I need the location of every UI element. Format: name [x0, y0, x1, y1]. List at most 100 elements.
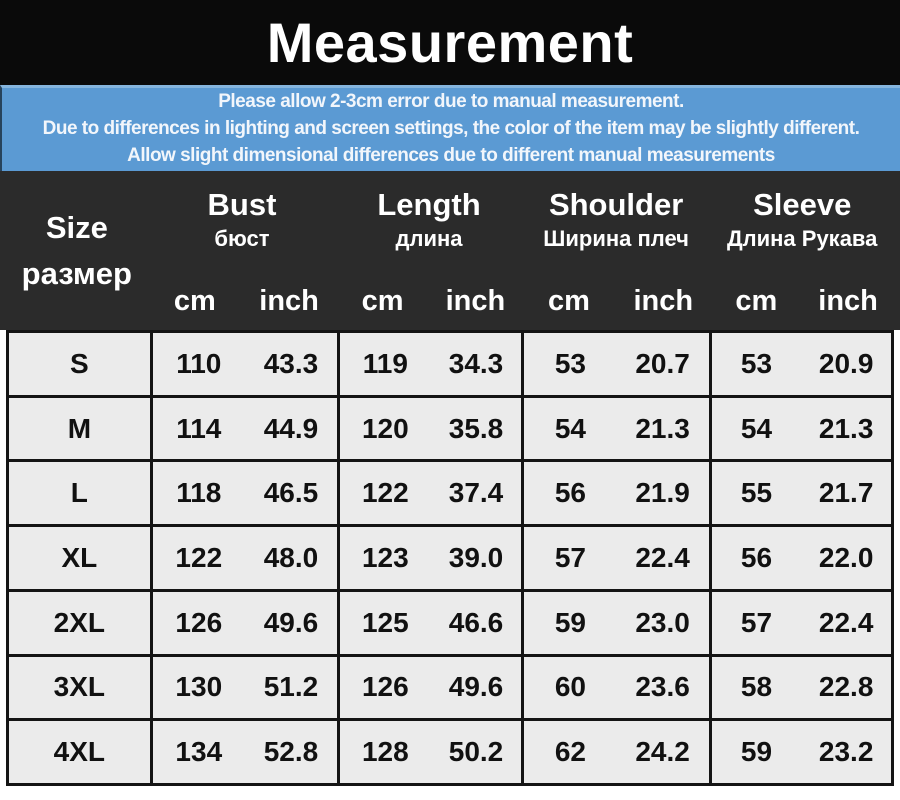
- inch-value: 50.2: [448, 736, 504, 768]
- measurement-cell: 58 22.8: [708, 656, 891, 719]
- column-header-sublabel: длина: [395, 226, 463, 252]
- column-header-label: Bust: [207, 187, 277, 222]
- size-cell: 3XL: [53, 671, 106, 703]
- page-title: Measurement: [266, 11, 634, 74]
- column-header-shoulder: Shoulder Ширина плеч cm inch: [522, 171, 711, 330]
- measurement-cell: 60 23.6: [521, 656, 708, 719]
- measurement-cell: 53 20.7: [521, 333, 708, 395]
- cm-value: 54: [554, 412, 586, 444]
- table-row: M 114 44.9 120 35.8 54 21.3 54 21.3: [9, 394, 891, 460]
- measurement-cell: 122 48.0: [149, 527, 337, 589]
- inch-value: 22.0: [818, 542, 874, 574]
- inch-value: 52.8: [263, 736, 319, 768]
- cm-value: 56: [740, 542, 773, 574]
- cm-value: 57: [554, 542, 586, 574]
- cm-value: 53: [740, 347, 773, 379]
- measurement-cell: 59 23.2: [708, 721, 891, 784]
- inch-value: 20.7: [635, 347, 690, 379]
- measurement-cell: 110 43.3: [149, 333, 337, 395]
- column-header-sleeve: Sleeve Длина Рукава cm inch: [710, 171, 894, 330]
- cm-value: 60: [554, 671, 586, 703]
- inch-value: 21.3: [635, 412, 690, 444]
- inch-value: 22.4: [818, 606, 874, 638]
- inch-value: 22.8: [818, 671, 874, 703]
- inch-value: 51.2: [263, 671, 319, 703]
- cm-value: 123: [361, 542, 409, 574]
- inch-value: 43.3: [263, 347, 319, 379]
- cm-value: 125: [361, 606, 409, 638]
- column-header-label: Shoulder: [548, 187, 684, 222]
- cm-value: 122: [361, 477, 409, 509]
- title-bar: Measurement: [0, 0, 900, 85]
- table-row: L 118 46.5 122 37.4 56 21.9 55 21.7: [9, 459, 891, 525]
- cm-value: 53: [554, 347, 586, 379]
- inch-value: 46.6: [448, 606, 504, 638]
- size-cell: 4XL: [53, 736, 106, 768]
- measurement-cell: 130 51.2: [149, 656, 337, 719]
- table-header: Size размер Bust бюст cm inch Length дли…: [0, 171, 900, 330]
- column-header-label: Size: [45, 209, 108, 245]
- measurement-cell: 118 46.5: [149, 462, 337, 525]
- column-header-size: Size размер: [6, 171, 148, 330]
- size-cell: M: [67, 412, 92, 444]
- unit-cm-label: cm: [735, 285, 778, 317]
- measurement-cell: 126 49.6: [337, 656, 521, 719]
- cm-value: 59: [740, 736, 773, 768]
- unit-cm-label: cm: [361, 285, 404, 317]
- measurement-cell: 56 22.0: [708, 527, 891, 589]
- unit-row: cm inch: [336, 285, 522, 330]
- column-header-label: Length: [377, 187, 481, 222]
- inch-value: 46.5: [263, 477, 319, 509]
- unit-row: cm inch: [710, 285, 894, 330]
- table-row: 2XL 126 49.6 125 46.6 59 23.0 57 22.4: [9, 588, 891, 654]
- measurement-cell: 126 49.6: [149, 591, 337, 654]
- inch-value: 23.0: [635, 606, 690, 638]
- inch-value: 21.3: [818, 412, 874, 444]
- unit-inch-label: inch: [818, 285, 878, 317]
- measurement-cell: 54 21.3: [708, 397, 891, 460]
- measurement-cell: 134 52.8: [149, 721, 337, 784]
- disclaimer-banner: Please allow 2-3cm error due to manual m…: [0, 85, 900, 171]
- measurement-cell: 55 21.7: [708, 462, 891, 525]
- measurement-cell: 128 50.2: [337, 721, 521, 784]
- measurement-cell: 120 35.8: [337, 397, 521, 460]
- column-header-sublabel: Ширина плеч: [543, 226, 689, 252]
- unit-inch-label: inch: [633, 285, 694, 317]
- measurement-cell: 57 22.4: [708, 591, 891, 654]
- cm-value: 54: [740, 412, 773, 444]
- measurement-cell: 57 22.4: [521, 527, 708, 589]
- cm-value: 57: [740, 606, 773, 638]
- table-row: 3XL 130 51.2 126 49.6 60 23.6 58 22.8: [9, 653, 891, 719]
- table-row: XL 122 48.0 123 39.0 57 22.4 56 22.0: [9, 524, 891, 589]
- inch-value: 20.9: [818, 347, 874, 379]
- column-header-sublabel: размер: [21, 255, 132, 291]
- measurement-cell: 54 21.3: [521, 397, 708, 460]
- cm-value: 122: [175, 542, 223, 574]
- unit-inch-label: inch: [259, 285, 319, 317]
- cm-value: 118: [176, 477, 222, 509]
- unit-row: cm inch: [148, 285, 337, 330]
- column-header-sublabel: бюст: [214, 226, 270, 252]
- cm-value: 126: [361, 671, 409, 703]
- table-body: S 110 43.3 119 34.3 53 20.7 53 20.9 M 114 44.9 120 35…: [6, 330, 894, 786]
- measurement-cell: 62 24.2: [521, 721, 708, 784]
- inch-value: 23.2: [818, 736, 874, 768]
- inch-value: 21.9: [635, 477, 690, 509]
- cm-value: 55: [740, 477, 773, 509]
- column-header-length: Length длина cm inch: [336, 171, 522, 330]
- unit-inch-label: inch: [445, 285, 506, 317]
- measurement-cell: 122 37.4: [337, 462, 521, 525]
- disclaimer-line-2: Due to differences in lighting and scree…: [42, 118, 860, 140]
- cm-value: 130: [175, 671, 223, 703]
- cm-value: 126: [175, 606, 223, 638]
- inch-value: 37.4: [448, 477, 504, 509]
- size-cell: S: [70, 347, 89, 379]
- cm-value: 119: [362, 347, 408, 379]
- measurement-cell: 125 46.6: [337, 591, 521, 654]
- cm-value: 62: [554, 736, 586, 768]
- inch-value: 44.9: [263, 412, 319, 444]
- size-cell: L: [70, 477, 88, 509]
- inch-value: 34.3: [448, 347, 504, 379]
- inch-value: 48.0: [263, 542, 319, 574]
- size-cell: XL: [61, 542, 98, 574]
